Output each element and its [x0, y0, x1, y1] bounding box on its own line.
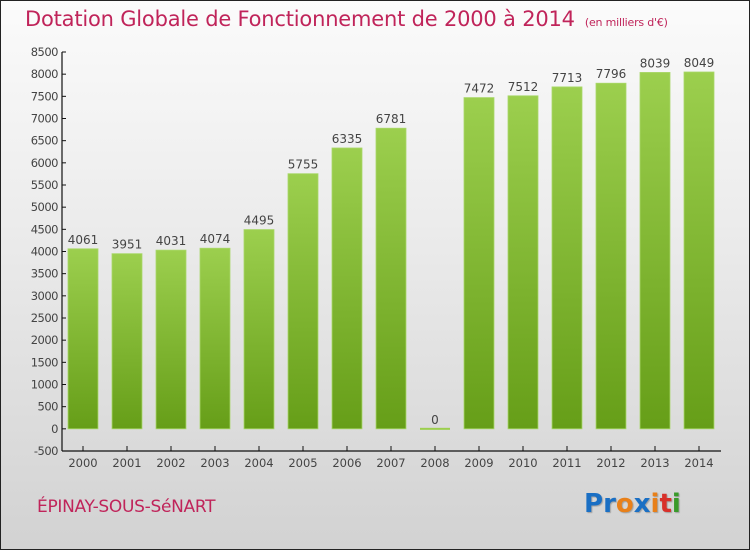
title-text: Dotation Globale de Fonctionnement de 20…	[25, 7, 575, 31]
y-tick-label: 5500	[31, 178, 58, 192]
logo-letter: o	[615, 489, 634, 519]
data-label: 0	[431, 413, 439, 427]
bar-2005	[287, 173, 319, 430]
bar-2001	[111, 253, 143, 430]
bar-2014	[683, 71, 715, 430]
data-label: 4031	[156, 234, 187, 248]
x-tick-label: 2013	[640, 456, 669, 470]
data-label: 4495	[244, 214, 275, 228]
x-tick-label: 2010	[508, 456, 537, 470]
bar-2011	[551, 86, 583, 430]
x-tick-label: 2014	[684, 456, 713, 470]
y-tick-label: 4000	[31, 245, 58, 259]
chart-title: Dotation Globale de Fonctionnement de 20…	[25, 7, 668, 31]
x-tick-label: 2006	[332, 456, 361, 470]
data-label: 3951	[112, 238, 143, 252]
bar-2006	[331, 147, 363, 430]
x-tick-label: 2000	[68, 456, 97, 470]
data-label: 8039	[640, 56, 671, 70]
y-tick-label: 2000	[31, 333, 58, 347]
bar-2013	[639, 72, 671, 430]
data-label: 8049	[684, 56, 715, 70]
x-tick-label: 2004	[244, 456, 273, 470]
data-label: 5755	[288, 158, 319, 172]
y-tick-label: 4500	[31, 222, 58, 236]
data-label: 7512	[508, 80, 539, 94]
bar-2002	[155, 249, 187, 430]
y-tick-label: 6500	[31, 134, 58, 148]
logo-letter: i	[671, 489, 681, 519]
y-tick-label: 2500	[31, 311, 58, 325]
bar-2009	[463, 97, 495, 430]
data-label: 6781	[376, 112, 407, 126]
bar-2003	[199, 247, 231, 430]
x-tick-label: 2009	[464, 456, 493, 470]
y-tick-label: 8000	[31, 67, 58, 81]
chart-subtitle: (en milliers d'€)	[584, 16, 668, 29]
bar-2010	[507, 95, 539, 430]
y-tick-label: 1000	[31, 378, 58, 392]
y-tick-label: 7000	[31, 112, 58, 126]
data-labels-group: 4061 3951 4031 4074 4495 5755 6335 6781 0 7472 751…	[68, 56, 715, 427]
bars-group	[67, 71, 715, 430]
y-tick-label: -500	[34, 444, 58, 458]
data-label: 6335	[332, 132, 363, 146]
y-tick-label: 1500	[31, 355, 58, 369]
logo-letter: i	[650, 489, 660, 519]
y-tick-label: 5000	[31, 200, 58, 214]
y-tick-label: 6000	[31, 156, 58, 170]
bar-2004	[243, 229, 275, 430]
data-label: 7713	[552, 71, 583, 85]
axes-group: 2000 2001 2002 2003 2004 2005 2006 2007 2008 2009…	[31, 45, 721, 470]
bar-2008	[420, 427, 450, 430]
logo-letter: x	[633, 489, 651, 519]
bar-2000	[67, 248, 99, 430]
x-tick-label: 2005	[288, 456, 317, 470]
logo-letter: t	[659, 489, 672, 519]
y-tick-label: 3500	[31, 267, 58, 281]
y-tick-label: 7500	[31, 89, 58, 103]
y-tick-label: 500	[38, 400, 59, 414]
bar-2007	[375, 127, 407, 430]
x-tick-label: 2001	[112, 456, 141, 470]
proxiti-logo[interactable]: Proxiti	[584, 489, 681, 519]
logo-letter: r	[603, 489, 616, 519]
x-tick-label: 2008	[420, 456, 449, 470]
x-tick-label: 2012	[596, 456, 625, 470]
bar-2012	[595, 82, 627, 430]
data-label: 4074	[200, 232, 231, 246]
y-tick-label: 0	[51, 422, 58, 436]
x-tick-label: 2003	[200, 456, 229, 470]
y-tick-label: 8500	[31, 45, 58, 59]
y-tick-label: 3000	[31, 289, 58, 303]
x-tick-label: 2007	[376, 456, 405, 470]
city-name: ÉPINAY-SOUS-SéNART	[37, 497, 216, 517]
x-tick-label: 2002	[156, 456, 185, 470]
data-label: 7796	[596, 67, 627, 81]
logo-letter: P	[584, 489, 604, 519]
data-label: 4061	[68, 233, 99, 247]
x-tick-label: 2011	[552, 456, 581, 470]
data-label: 7472	[464, 82, 495, 96]
